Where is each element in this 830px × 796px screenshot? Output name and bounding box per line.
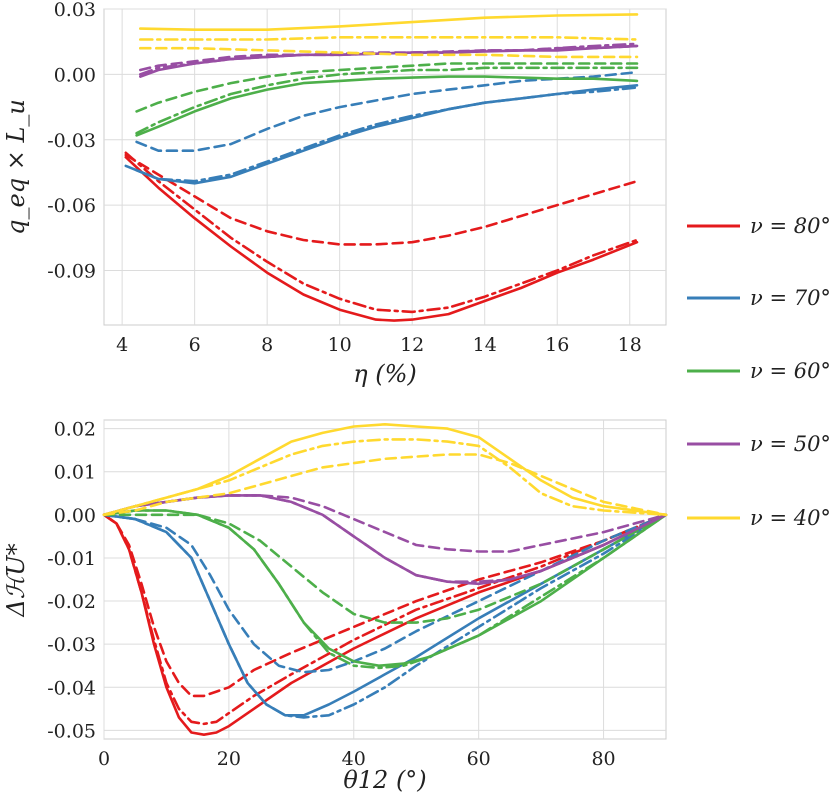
series-line: [124, 151, 639, 314]
bottom-x-axis-label: θ12 (°): [343, 766, 426, 794]
x-tick-label: 0: [98, 748, 110, 770]
x-tick-label: 14: [473, 334, 497, 356]
y-tick-label: -0.09: [47, 261, 96, 283]
legend-label: ν = 50°: [750, 432, 830, 456]
series-line: [135, 86, 639, 183]
series-line: [139, 13, 639, 31]
bottom-x-tick-labels: 0 20 40 60 80: [98, 748, 616, 770]
series-line: [124, 155, 639, 322]
y-tick-label: 0.00: [54, 505, 96, 527]
y-tick-label: -0.06: [47, 195, 96, 217]
y-tick-label: -0.03: [47, 634, 96, 656]
series-line: [124, 153, 639, 246]
bottom-chart-panel: 0.02 0.01 0.00 -0.01 -0.02 -0.03 -0.04 -0.05 0 2…: [2, 419, 668, 794]
x-tick-label: 12: [400, 334, 424, 356]
y-tick-label: 0.01: [54, 462, 96, 484]
series-line: [102, 438, 668, 517]
series-line: [102, 513, 668, 698]
top-y-axis-label: q_eq × L_u: [2, 99, 30, 235]
x-tick-label: 40: [342, 748, 366, 770]
y-tick-label: 0.03: [54, 0, 96, 21]
bottom-y-axis-label: ΔℋU*: [2, 543, 30, 617]
x-tick-label: 6: [189, 334, 201, 356]
series-line: [102, 513, 668, 736]
legend-label: ν = 70°: [750, 286, 830, 310]
x-tick-label: 8: [261, 334, 273, 356]
x-tick-label: 18: [618, 334, 642, 356]
series-line: [102, 513, 668, 674]
top-x-axis-label: η (%): [353, 360, 417, 388]
y-tick-label: 0.00: [54, 64, 96, 86]
top-chart-panel: 0.03 0.00 -0.03 -0.06 -0.09 4 6 8 10 12 14 16 18 η …: [2, 0, 667, 388]
y-tick-label: 0.02: [54, 419, 96, 441]
series-line: [102, 453, 668, 517]
x-tick-label: 16: [545, 334, 569, 356]
series-line: [102, 513, 668, 726]
legend-label: ν = 60°: [750, 359, 830, 383]
series-line: [135, 75, 639, 137]
y-tick-label: -0.03: [47, 130, 96, 152]
y-tick-label: -0.01: [47, 548, 96, 570]
legend-label: ν = 80°: [750, 214, 830, 238]
top-series-group: [124, 13, 639, 322]
y-tick-label: -0.02: [47, 591, 96, 613]
series-line: [102, 513, 668, 624]
series-line: [124, 84, 639, 185]
x-tick-label: 80: [591, 748, 615, 770]
series-line: [102, 509, 668, 670]
series-line: [139, 42, 639, 76]
top-y-tick-labels: 0.03 0.00 -0.03 -0.06 -0.09: [47, 0, 96, 283]
x-tick-label: 4: [116, 334, 128, 356]
legend-label: ν = 40°: [750, 506, 830, 530]
series-line: [139, 46, 639, 59]
series-line: [135, 66, 639, 135]
legend: ν = 80° ν = 70° ν = 60° ν = 50° ν = 40°: [687, 214, 830, 530]
y-tick-label: -0.05: [47, 720, 96, 742]
bottom-y-tick-labels: 0.02 0.01 0.00 -0.01 -0.02 -0.03 -0.04 -0.05: [47, 419, 96, 743]
series-line: [102, 513, 668, 719]
x-tick-label: 20: [217, 748, 241, 770]
bottom-series-group: [102, 423, 668, 736]
y-tick-label: -0.04: [47, 677, 96, 699]
top-x-tick-labels: 4 6 8 10 12 14 16 18: [116, 334, 642, 356]
series-line: [135, 62, 639, 113]
series-line: [139, 36, 639, 41]
x-tick-label: 10: [328, 334, 352, 356]
x-tick-label: 60: [467, 748, 491, 770]
